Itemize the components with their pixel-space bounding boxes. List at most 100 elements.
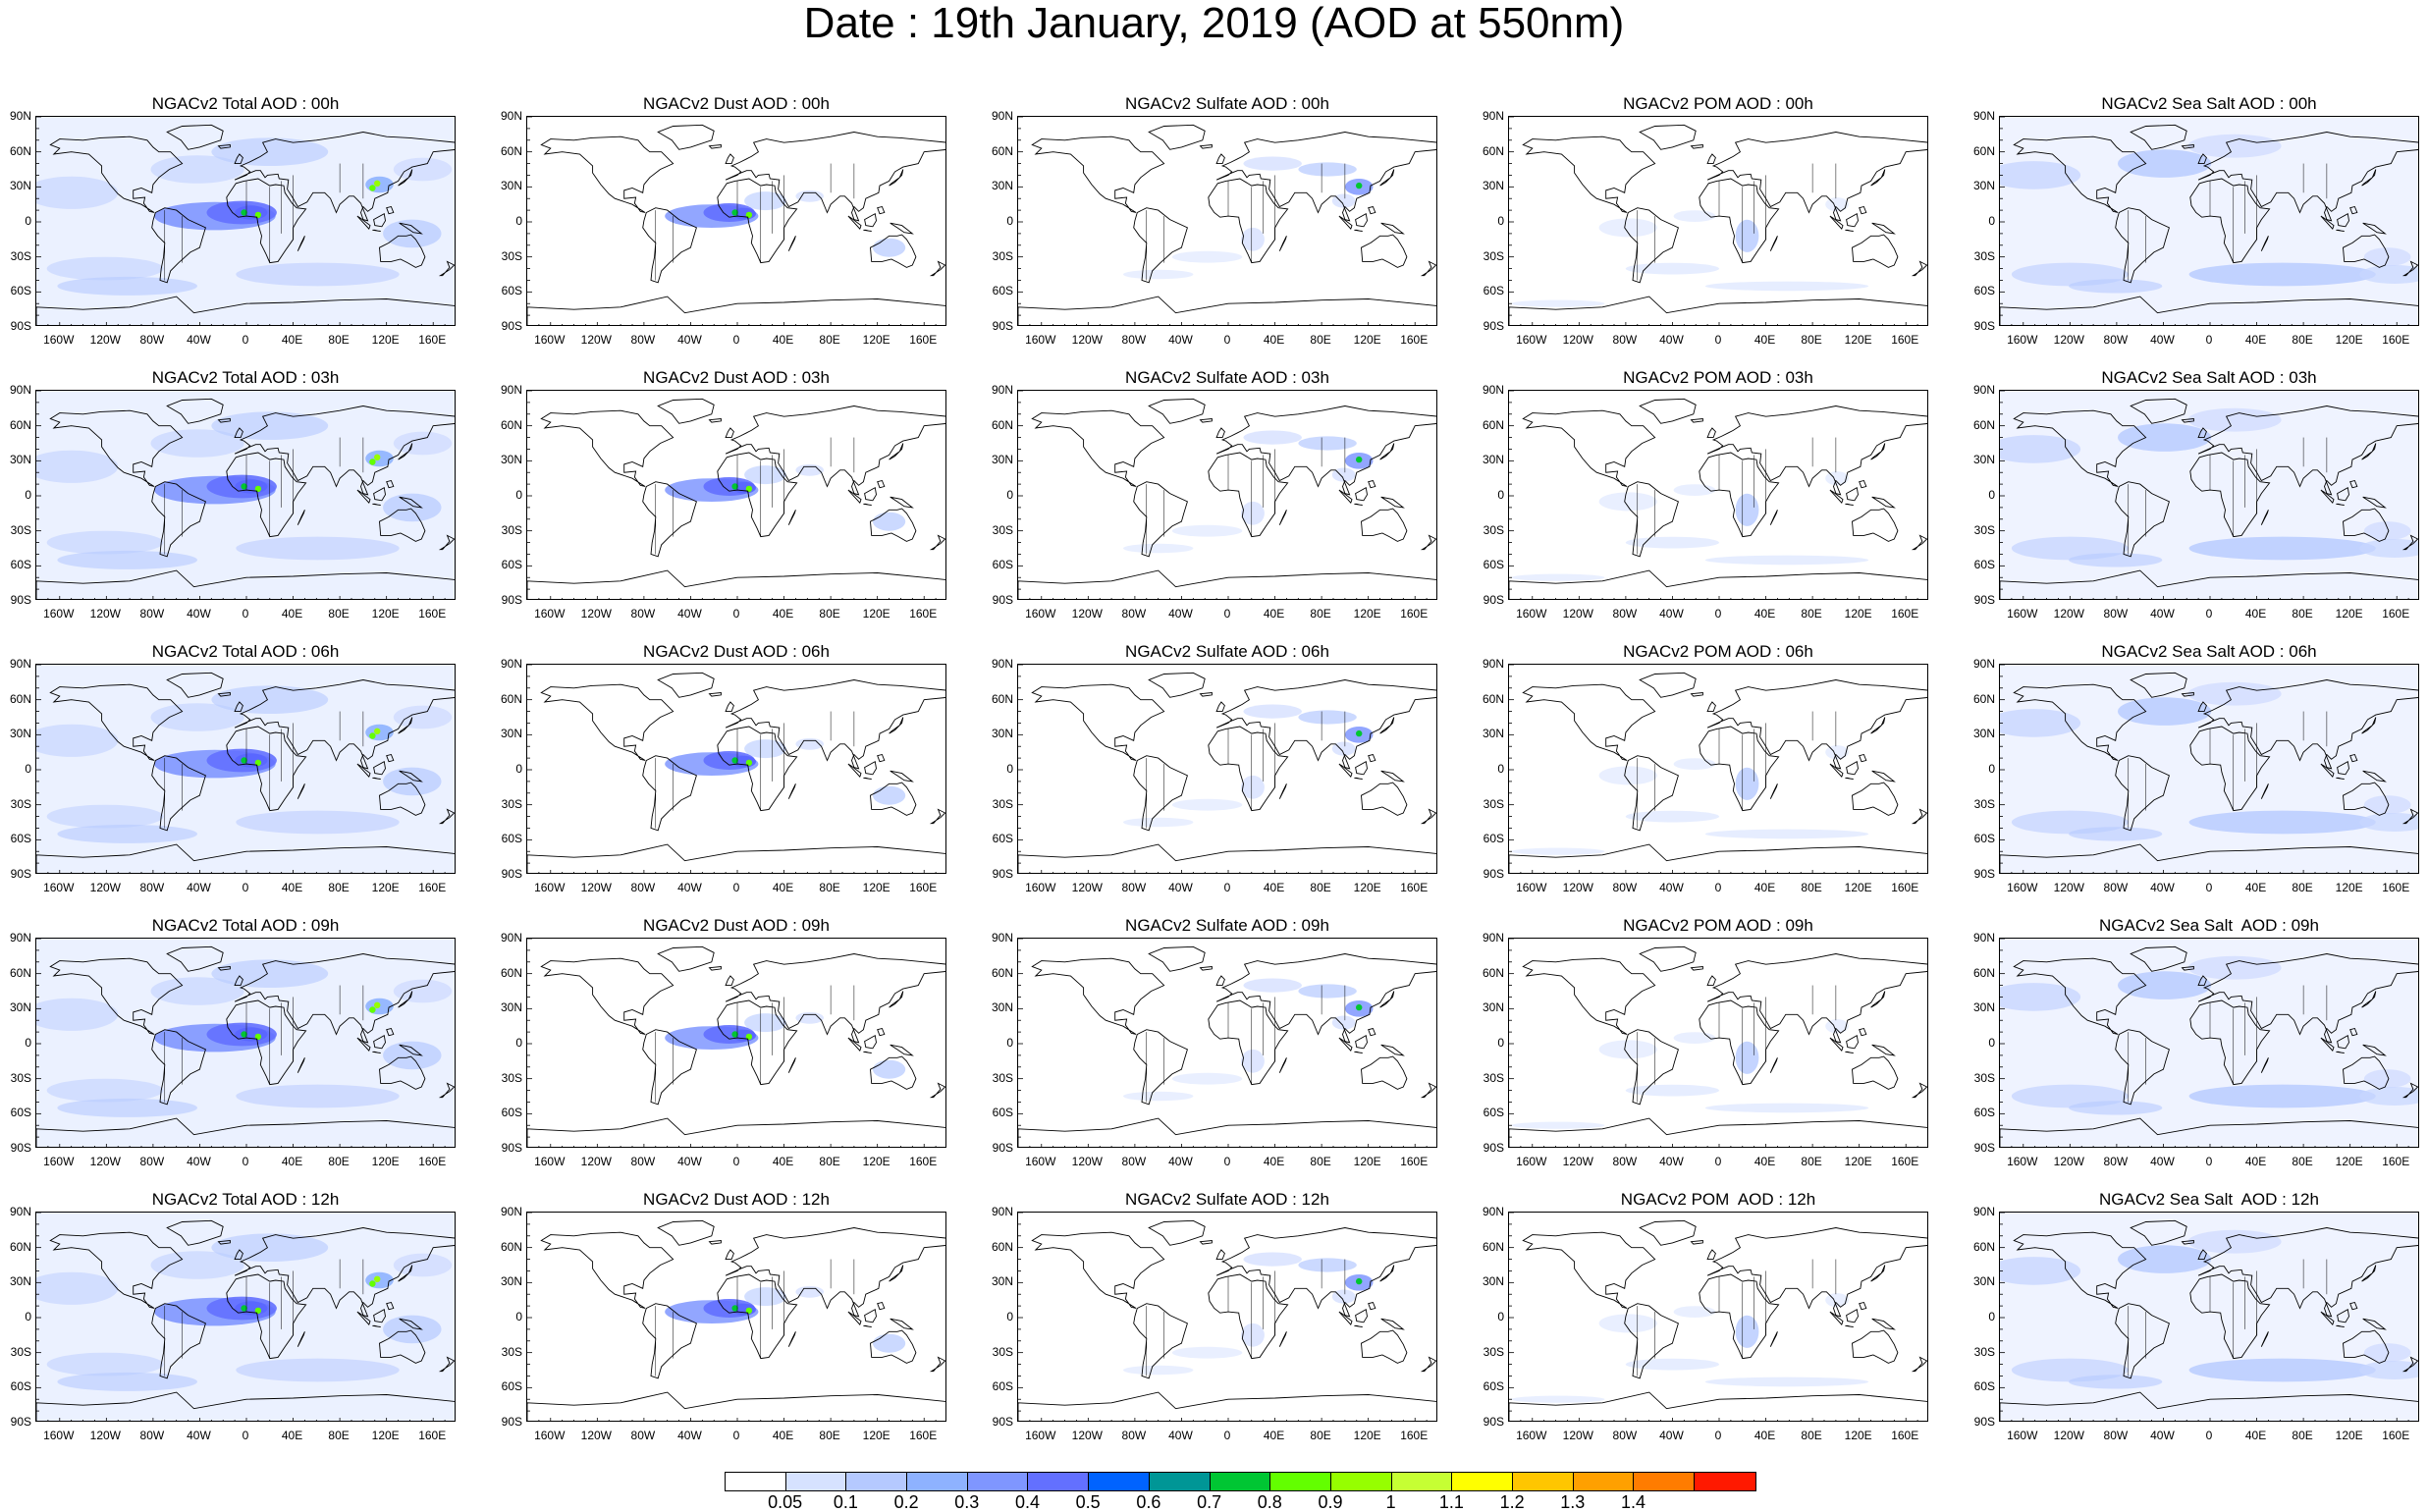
aod-plume bbox=[1123, 269, 1194, 280]
aod-plume bbox=[2118, 697, 2212, 726]
latitude-label: 60N bbox=[1972, 691, 1995, 706]
longitude-label: 160W bbox=[2007, 607, 2038, 621]
aod-plume bbox=[1625, 810, 1719, 823]
coastline bbox=[2181, 966, 2194, 971]
coastline bbox=[1215, 975, 1225, 987]
longitude-label: 120E bbox=[862, 607, 890, 621]
longitude-label: 40E bbox=[1263, 881, 1285, 894]
coastline bbox=[890, 222, 914, 235]
coastline bbox=[1148, 945, 1206, 972]
map-frame bbox=[1508, 938, 1928, 1148]
longitude-label: 80W bbox=[2103, 1429, 2129, 1442]
panel-title: NGACv2 POM AOD : 12h bbox=[1620, 1190, 1816, 1209]
colorbar-label: 1.2 bbox=[1499, 1492, 1525, 1512]
aod-plume bbox=[383, 1041, 442, 1070]
panel-title: NGACv2 Sulfate AOD : 00h bbox=[1125, 94, 1329, 113]
aod-plume bbox=[36, 1271, 119, 1305]
longitude-label: 80W bbox=[1612, 1155, 1638, 1168]
coastline bbox=[2320, 1311, 2335, 1325]
coastline bbox=[399, 222, 423, 235]
aod-plume bbox=[235, 1027, 268, 1042]
colorbar-swatch bbox=[785, 1473, 847, 1490]
aod-plume bbox=[36, 176, 119, 209]
aod-map-dust bbox=[527, 391, 945, 599]
aod-plume bbox=[2000, 709, 2081, 737]
latitude-label: 90S bbox=[501, 593, 522, 607]
latitude-label: 60N bbox=[500, 143, 522, 158]
coastline bbox=[1199, 692, 1213, 697]
aod-plume bbox=[2363, 247, 2411, 267]
colorbar-swatch bbox=[967, 1473, 1029, 1490]
longitude-label: 40W bbox=[187, 333, 211, 347]
map-frame bbox=[1017, 938, 1437, 1148]
longitude-label: 80W bbox=[1121, 333, 1147, 347]
coastline bbox=[297, 1331, 305, 1347]
coastline bbox=[1018, 296, 1436, 325]
latitude-label: 0 bbox=[25, 488, 31, 502]
coastline bbox=[787, 510, 796, 525]
coastline bbox=[2197, 427, 2207, 439]
latitude-label: 90N bbox=[9, 1205, 31, 1218]
longitude-label: 0 bbox=[1714, 607, 1722, 621]
longitude-label: 0 bbox=[242, 607, 249, 621]
coastline bbox=[1846, 1308, 1859, 1323]
colorbar-swatch bbox=[1634, 1473, 1695, 1490]
coastline bbox=[234, 975, 243, 987]
coastline bbox=[166, 1219, 224, 1246]
aod-plume bbox=[1243, 430, 1302, 445]
coastline bbox=[1354, 229, 1363, 232]
aod-hotspot bbox=[254, 1033, 262, 1041]
longitude-label: 80W bbox=[1612, 333, 1638, 347]
latitude-label: 60N bbox=[500, 417, 522, 432]
coastline bbox=[863, 1324, 872, 1327]
longitude-label: 120W bbox=[580, 1155, 612, 1168]
colorbar-label: 0.8 bbox=[1257, 1492, 1282, 1512]
aod-plume bbox=[235, 1301, 268, 1316]
coastline bbox=[1870, 169, 1886, 187]
colorbar-label: 0.9 bbox=[1318, 1492, 1343, 1512]
longitude-label: 120W bbox=[1562, 881, 1593, 894]
coastline bbox=[863, 777, 872, 780]
latitude-label: 60N bbox=[1972, 1239, 1995, 1254]
coastline bbox=[1133, 1303, 1188, 1379]
aod-plume bbox=[2187, 407, 2282, 432]
coastline bbox=[863, 503, 872, 506]
coastline bbox=[2349, 479, 2358, 489]
longitude-label: 40E bbox=[1754, 607, 1776, 621]
coastline bbox=[1208, 178, 1289, 264]
coastline bbox=[642, 481, 697, 558]
aod-plume bbox=[2069, 1101, 2163, 1115]
map-panel: NGACv2 Sea Salt AOD : 03h 90N 60N 30N 0 30S 60… bbox=[1964, 368, 2428, 655]
panel-title: NGACv2 Sulfate AOD : 09h bbox=[1125, 916, 1329, 935]
coastline bbox=[1354, 777, 1363, 780]
longitude-label: 160W bbox=[1516, 881, 1547, 894]
aod-plume bbox=[211, 1233, 329, 1262]
latitude-label: 90S bbox=[10, 1415, 31, 1429]
coastline bbox=[1624, 207, 1679, 284]
map-frame bbox=[526, 116, 946, 326]
aod-plume bbox=[1598, 492, 1657, 512]
longitude-label: 80E bbox=[819, 333, 840, 347]
longitude-label: 160E bbox=[909, 881, 938, 894]
map-panel: NGACv2 POM AOD : 12h 90N 60N 30N 0 30S 60S 90S 1… bbox=[1473, 1190, 1964, 1477]
coastline bbox=[725, 701, 734, 713]
map-frame bbox=[1508, 1212, 1928, 1422]
longitude-label: 120W bbox=[2053, 1429, 2084, 1442]
longitude-label: 40E bbox=[1263, 1155, 1285, 1168]
longitude-label: 0 bbox=[732, 881, 740, 894]
longitude-label: 120E bbox=[1353, 333, 1381, 347]
coastline bbox=[1706, 132, 1927, 222]
coastline bbox=[1639, 124, 1697, 150]
coastline bbox=[1208, 452, 1289, 538]
coastline bbox=[1911, 808, 1927, 825]
map-frame bbox=[526, 938, 946, 1148]
coastline bbox=[1368, 479, 1376, 489]
latitude-label: 90S bbox=[1483, 1415, 1504, 1429]
longitude-label: 40W bbox=[677, 1429, 702, 1442]
coastline bbox=[2197, 1227, 2418, 1318]
coastline bbox=[1706, 405, 1927, 496]
latitude-label: 60S bbox=[10, 558, 31, 572]
colorbar-label: 0.3 bbox=[954, 1492, 980, 1512]
longitude-label: 160E bbox=[2382, 1429, 2410, 1442]
aod-map-dust bbox=[527, 117, 945, 325]
